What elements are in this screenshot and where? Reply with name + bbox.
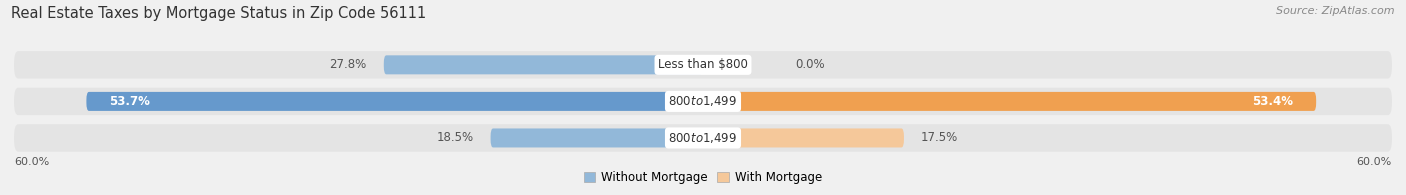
FancyBboxPatch shape <box>14 88 1392 115</box>
Text: 60.0%: 60.0% <box>1357 157 1392 167</box>
Text: 53.7%: 53.7% <box>110 95 150 108</box>
Legend: Without Mortgage, With Mortgage: Without Mortgage, With Mortgage <box>579 167 827 189</box>
Text: 18.5%: 18.5% <box>436 131 474 144</box>
Text: Less than $800: Less than $800 <box>658 58 748 71</box>
Text: Source: ZipAtlas.com: Source: ZipAtlas.com <box>1277 6 1395 16</box>
Text: 17.5%: 17.5% <box>921 131 959 144</box>
Text: 60.0%: 60.0% <box>14 157 49 167</box>
Text: $800 to $1,499: $800 to $1,499 <box>668 131 738 145</box>
Text: 0.0%: 0.0% <box>794 58 824 71</box>
Text: 27.8%: 27.8% <box>329 58 367 71</box>
Text: $800 to $1,499: $800 to $1,499 <box>668 94 738 108</box>
FancyBboxPatch shape <box>14 51 1392 79</box>
FancyBboxPatch shape <box>491 129 703 147</box>
Text: Real Estate Taxes by Mortgage Status in Zip Code 56111: Real Estate Taxes by Mortgage Status in … <box>11 6 426 21</box>
FancyBboxPatch shape <box>703 92 1316 111</box>
FancyBboxPatch shape <box>384 55 703 74</box>
Text: 53.4%: 53.4% <box>1253 95 1294 108</box>
FancyBboxPatch shape <box>703 129 904 147</box>
FancyBboxPatch shape <box>86 92 703 111</box>
FancyBboxPatch shape <box>14 124 1392 152</box>
